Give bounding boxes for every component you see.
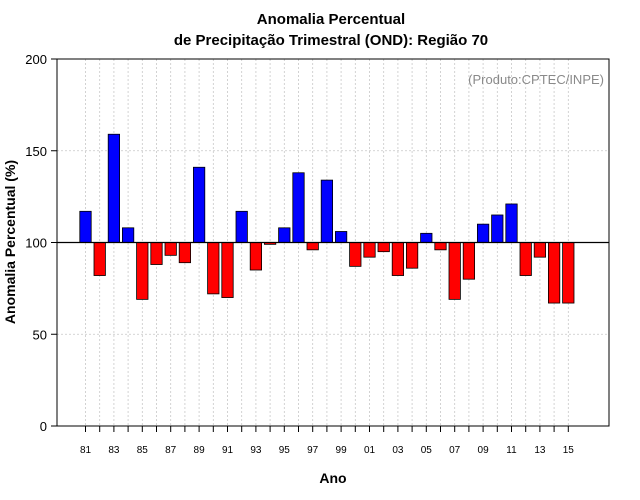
y-axis-label: Anomalia Percentual (%) xyxy=(2,160,18,324)
bar-96 xyxy=(292,172,305,243)
x-axis: 81 83 85 87 89 91 93 95 97 99 01 03 05 07 09 11 13 15 xyxy=(80,426,574,456)
y-tick-label: 200 xyxy=(25,52,47,67)
y-tick-label: 0 xyxy=(40,419,47,434)
bar-04 xyxy=(405,242,419,269)
x-tick-label: 91 xyxy=(222,445,234,456)
x-tick-label: 07 xyxy=(449,445,461,456)
bar-89 xyxy=(192,166,206,243)
x-tick-label: 15 xyxy=(563,445,575,456)
bar-88 xyxy=(178,242,191,264)
x-tick-label: 81 xyxy=(80,445,92,456)
bar-87 xyxy=(164,242,177,256)
bar-08 xyxy=(462,242,476,280)
bars xyxy=(79,133,575,304)
bar-03 xyxy=(391,242,405,276)
x-tick-label: 11 xyxy=(506,445,517,456)
bar-95 xyxy=(278,227,291,243)
bar-07 xyxy=(448,242,461,300)
bar-01 xyxy=(363,242,376,258)
x-tick-label: 01 xyxy=(364,445,376,456)
bar-91 xyxy=(221,242,234,298)
y-tick-label: 50 xyxy=(33,327,47,342)
bar-85 xyxy=(136,242,149,300)
bar-98 xyxy=(320,179,334,243)
x-tick-label: 83 xyxy=(108,445,120,456)
x-tick-label: 97 xyxy=(307,445,319,456)
bar-10 xyxy=(491,214,504,243)
bar-06 xyxy=(434,242,447,251)
chart-title-line1: Anomalia Percentual xyxy=(257,11,405,28)
credit-label: (Produto:CPTEC/INPE) xyxy=(468,72,604,87)
bar-14 xyxy=(548,242,561,304)
bar-81 xyxy=(79,210,92,243)
x-tick-label: 89 xyxy=(194,445,206,456)
bar-82 xyxy=(93,242,106,276)
bar-86 xyxy=(150,242,163,265)
x-tick-label: 93 xyxy=(250,445,262,456)
y-tick-label: 100 xyxy=(25,236,47,251)
bar-11 xyxy=(505,203,518,243)
x-tick-label: 85 xyxy=(137,445,149,456)
x-tick-label: 03 xyxy=(392,445,404,456)
bar-09 xyxy=(476,223,490,243)
bar-93 xyxy=(249,242,262,271)
bar-90 xyxy=(207,242,220,295)
bar-92 xyxy=(235,210,248,243)
bar-84 xyxy=(122,227,135,243)
bar-05 xyxy=(420,232,433,243)
bar-00 xyxy=(349,242,362,267)
x-tick-label: 95 xyxy=(279,445,291,456)
x-tick-label: 99 xyxy=(336,445,348,456)
bar-13 xyxy=(533,242,547,258)
x-axis-label: Ano xyxy=(319,470,346,486)
bar-97 xyxy=(306,242,319,251)
bar-12 xyxy=(519,242,532,276)
x-tick-label: 05 xyxy=(421,445,433,456)
bar-02 xyxy=(377,242,390,253)
y-axis: 0 50 100 150 200 xyxy=(25,52,57,434)
bar-99 xyxy=(334,231,348,243)
chart-title-line2: de Precipitação Trimestral (OND): Região… xyxy=(174,32,488,49)
x-tick-label: 87 xyxy=(165,445,177,456)
x-tick-label: 09 xyxy=(478,445,490,456)
y-tick-label: 150 xyxy=(25,144,47,159)
x-tick-label: 13 xyxy=(534,445,546,456)
bar-15 xyxy=(562,242,575,304)
bar-83 xyxy=(107,133,120,243)
